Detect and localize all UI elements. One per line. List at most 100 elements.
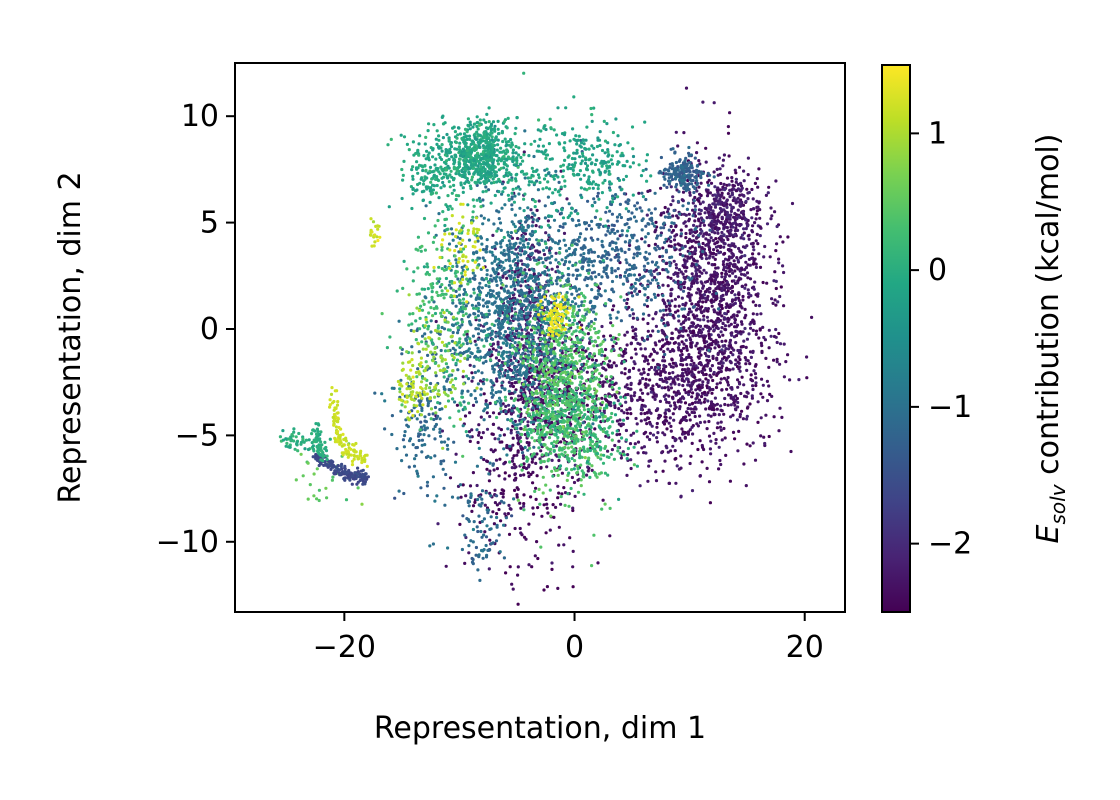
scatter-point — [734, 341, 738, 345]
scatter-point — [580, 300, 584, 304]
scatter-point — [540, 399, 544, 403]
scatter-point — [450, 323, 455, 327]
scatter-point — [643, 404, 647, 408]
scatter-point — [477, 433, 481, 437]
scatter-point — [733, 168, 737, 172]
scatter-point — [517, 220, 521, 224]
scatter-point — [542, 252, 547, 257]
scatter-point — [664, 418, 668, 422]
scatter-point — [632, 360, 636, 364]
scatter-point — [522, 239, 526, 243]
scatter-point — [631, 366, 636, 370]
scatter-point — [705, 216, 709, 220]
scatter-point — [713, 263, 717, 267]
scatter-point — [529, 253, 534, 257]
scatter-point — [746, 197, 750, 201]
scatter-point — [706, 294, 710, 299]
scatter-point — [723, 402, 727, 407]
scatter-point — [650, 278, 655, 282]
scatter-point — [520, 246, 524, 250]
scatter-point — [776, 300, 780, 304]
scatter-point — [554, 251, 558, 255]
scatter-point — [622, 298, 627, 302]
scatter-point — [477, 446, 481, 450]
scatter-point — [503, 203, 507, 207]
scatter-point — [630, 308, 634, 312]
scatter-point — [506, 369, 510, 373]
scatter-point — [745, 390, 749, 394]
scatter-point — [472, 251, 476, 255]
scatter-point — [525, 265, 530, 269]
scatter-point — [516, 283, 520, 287]
scatter-point — [707, 233, 711, 237]
scatter-point — [650, 424, 654, 428]
scatter-point — [641, 398, 645, 402]
scatter-point — [763, 244, 767, 249]
scatter-point — [677, 398, 681, 403]
scatter-point — [515, 298, 520, 302]
scatter-point — [679, 329, 683, 333]
scatter-point — [651, 358, 655, 362]
scatter-point — [707, 327, 712, 331]
scatter-point — [694, 344, 698, 348]
scatter-point — [679, 322, 683, 326]
scatter-point — [502, 489, 506, 493]
scatter-point — [499, 228, 503, 232]
scatter-point — [692, 322, 696, 326]
scatter-point — [698, 324, 703, 328]
scatter-point — [699, 353, 703, 357]
scatter-point — [575, 289, 579, 293]
scatter-point — [674, 263, 678, 267]
scatter-point — [702, 365, 706, 369]
scatter-point — [674, 481, 678, 485]
scatter-point — [646, 383, 650, 387]
scatter-point — [709, 236, 713, 240]
scatter-point — [677, 319, 681, 323]
scatter-point — [534, 286, 539, 290]
scatter-point — [629, 381, 633, 385]
scatter-point — [684, 86, 689, 90]
scatter-point — [512, 298, 516, 302]
scatter-point — [742, 169, 746, 173]
scatter-point — [623, 250, 627, 254]
scatter-point — [735, 396, 740, 401]
scatter-point — [510, 195, 514, 199]
scatter-point — [729, 415, 733, 419]
scatter-point — [607, 392, 611, 396]
scatter-point — [513, 478, 518, 482]
scatter-point — [688, 298, 692, 303]
scatter-point — [658, 373, 663, 377]
scatter-point — [492, 468, 496, 472]
scatter-point — [513, 194, 517, 198]
scatter-point — [549, 358, 553, 362]
scatter-point — [713, 346, 717, 350]
scatter-point — [529, 495, 533, 499]
scatter-point — [653, 242, 658, 246]
scatter-point — [695, 341, 699, 345]
scatter-point — [521, 456, 526, 460]
scatter-point — [493, 437, 497, 441]
scatter-point — [733, 233, 737, 237]
scatter-point — [503, 471, 507, 475]
scatter-point — [708, 228, 712, 232]
scatter-point — [642, 367, 646, 371]
scatter-point — [634, 352, 638, 356]
scatter-point — [661, 355, 666, 359]
scatter-point — [634, 327, 638, 331]
scatter-point — [534, 274, 538, 278]
scatter-point — [543, 270, 547, 274]
scatter-point — [606, 449, 610, 453]
scatter-point — [562, 486, 566, 490]
scatter-point — [703, 351, 707, 356]
scatter-point — [608, 334, 613, 338]
scatter-point — [516, 398, 520, 402]
scatter-point — [737, 355, 741, 359]
scatter-point — [523, 129, 527, 133]
scatter-point — [464, 494, 468, 498]
scatter-point — [593, 317, 598, 321]
scatter-point — [690, 282, 694, 286]
scatter-point — [618, 418, 622, 422]
scatter-point — [511, 587, 515, 591]
scatter-point — [482, 418, 486, 422]
scatter-point — [729, 233, 734, 237]
